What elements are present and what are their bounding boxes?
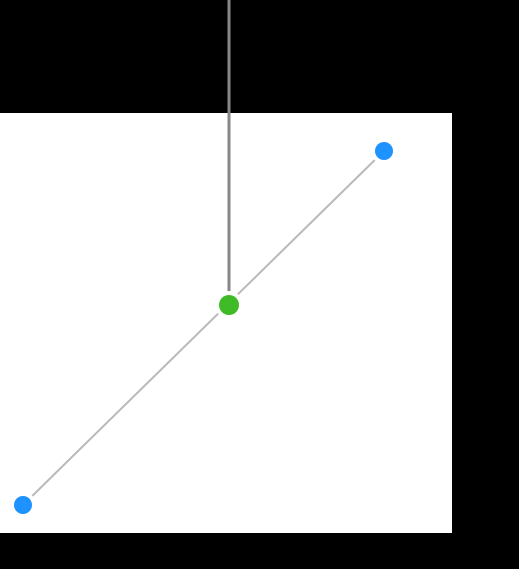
curvature-handle-mid[interactable] bbox=[215, 291, 243, 319]
endpoint-handle-start[interactable] bbox=[10, 492, 36, 518]
endpoint-handle-end[interactable] bbox=[371, 138, 397, 164]
canvas-panel bbox=[0, 113, 452, 533]
